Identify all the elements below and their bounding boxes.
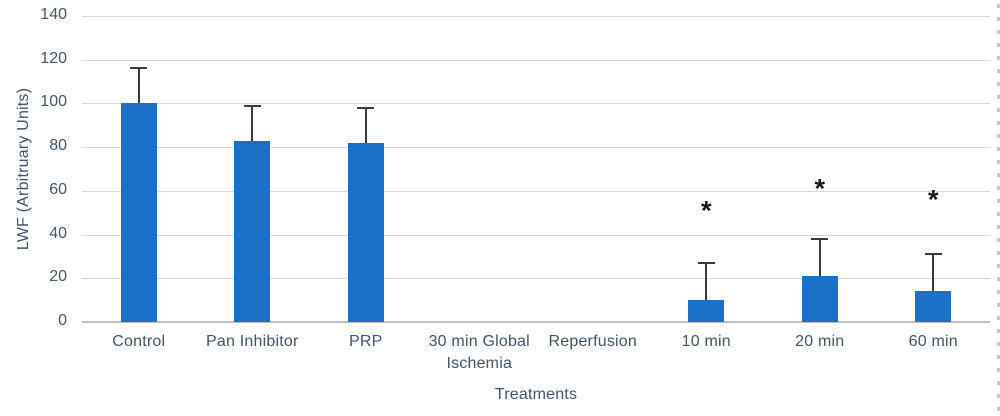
x-category-label: PRP [349,333,383,350]
error-bar [932,254,935,292]
bar [801,276,838,322]
x-axis-title: Treatments [494,386,578,403]
bar [688,300,725,322]
y-tick-label: 40 [49,224,67,242]
right-edge-dashes [997,4,1000,416]
x-category-label: 60 min [908,333,958,350]
y-tick-label: 80 [49,137,67,155]
error-bar-cap [357,106,375,109]
gridline [82,190,990,192]
x-category-label: Control [112,333,166,350]
error-bar-cap [811,237,829,240]
gridline [82,59,990,61]
bar [234,140,271,322]
significance-asterisk: * [700,196,712,227]
y-tick-label: 100 [40,93,67,111]
error-bar [818,238,821,277]
gridline [82,103,990,105]
error-bar-cap [243,104,261,107]
bar [915,291,952,322]
significance-asterisk: * [927,185,939,216]
error-bar [364,107,367,143]
error-bar-cap [130,67,148,70]
gridline [82,234,990,236]
y-tick-label: 20 [49,268,67,286]
bar [347,142,384,322]
x-category-label: 30 min Global Ischemia [428,333,530,372]
gridline [82,147,990,149]
error-bar [251,105,254,141]
error-bar [705,262,708,301]
y-tick-label: 0 [58,312,67,329]
x-category-label: Pan Inhibitor [206,333,299,350]
error-bar [137,68,140,104]
x-category-label: Reperfusion [548,333,637,350]
y-tick-label: 120 [40,49,67,67]
y-tick-label: 140 [40,6,67,23]
gridline [82,278,990,280]
error-bar-cap [924,253,942,256]
error-bar-cap [697,261,715,264]
gridline [82,16,990,17]
x-category-label: 10 min [681,333,731,350]
x-axis-line [82,321,990,323]
x-category-label: 20 min [795,333,845,350]
significance-asterisk: * [814,174,826,205]
bar [120,103,157,322]
y-tick-label: 60 [49,180,67,198]
